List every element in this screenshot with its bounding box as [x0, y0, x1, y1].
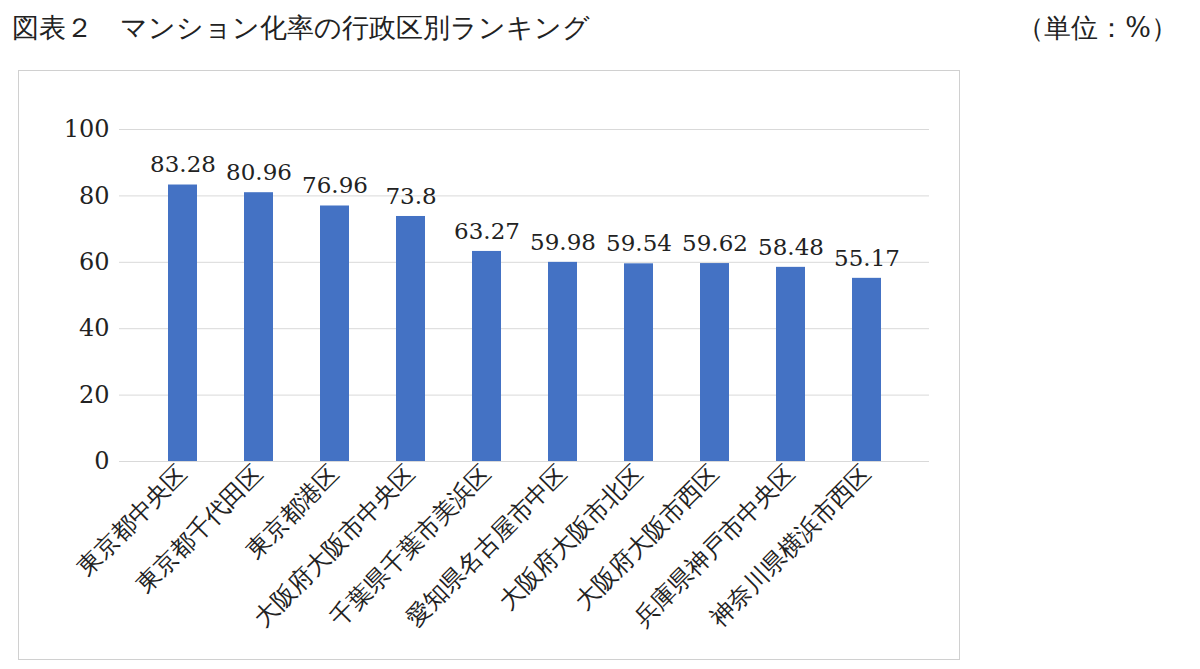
- svg-text:千葉県千葉市美浜区: 千葉県千葉市美浜区: [324, 459, 497, 632]
- svg-text:大阪府大阪市北区: 大阪府大阪市北区: [493, 459, 649, 615]
- svg-text:58.48: 58.48: [758, 234, 824, 260]
- svg-text:神奈川県横浜市西区: 神奈川県横浜市西区: [704, 459, 877, 632]
- svg-text:東京都中央区: 東京都中央区: [71, 459, 193, 581]
- svg-text:兵庫県神戸市中央区: 兵庫県神戸市中央区: [628, 459, 801, 632]
- svg-text:60: 60: [79, 248, 110, 276]
- svg-text:59.62: 59.62: [682, 230, 748, 256]
- svg-text:40: 40: [79, 314, 110, 342]
- svg-text:63.27: 63.27: [454, 218, 520, 244]
- html-text:（単位：%）: （単位：%）: [1017, 12, 1178, 43]
- svg-text:73.8: 73.8: [385, 183, 436, 209]
- svg-text:愛知県名古屋市中区: 愛知県名古屋市中区: [400, 459, 573, 632]
- svg-text:0: 0: [94, 447, 109, 475]
- svg-text:大阪府大阪市西区: 大阪府大阪市西区: [569, 459, 725, 615]
- svg-text:東京都千代田区: 東京都千代田区: [130, 459, 269, 598]
- svg-text:55.17: 55.17: [834, 245, 900, 271]
- svg-text:76.96: 76.96: [302, 172, 368, 198]
- svg-text:大阪府大阪市中央区: 大阪府大阪市中央区: [248, 459, 421, 632]
- svg-text:80.96: 80.96: [226, 159, 292, 185]
- svg-text:20: 20: [79, 381, 110, 409]
- svg-text:59.98: 59.98: [530, 229, 596, 255]
- svg-text:100: 100: [64, 115, 110, 143]
- html-text:図表２ マンション化率の行政区別ランキング: 図表２ マンション化率の行政区別ランキング: [12, 12, 590, 43]
- svg-text:東京都港区: 東京都港区: [240, 459, 345, 564]
- svg-text:80: 80: [79, 182, 110, 210]
- svg-text:59.54: 59.54: [606, 230, 672, 256]
- svg-text:83.28: 83.28: [150, 151, 216, 177]
